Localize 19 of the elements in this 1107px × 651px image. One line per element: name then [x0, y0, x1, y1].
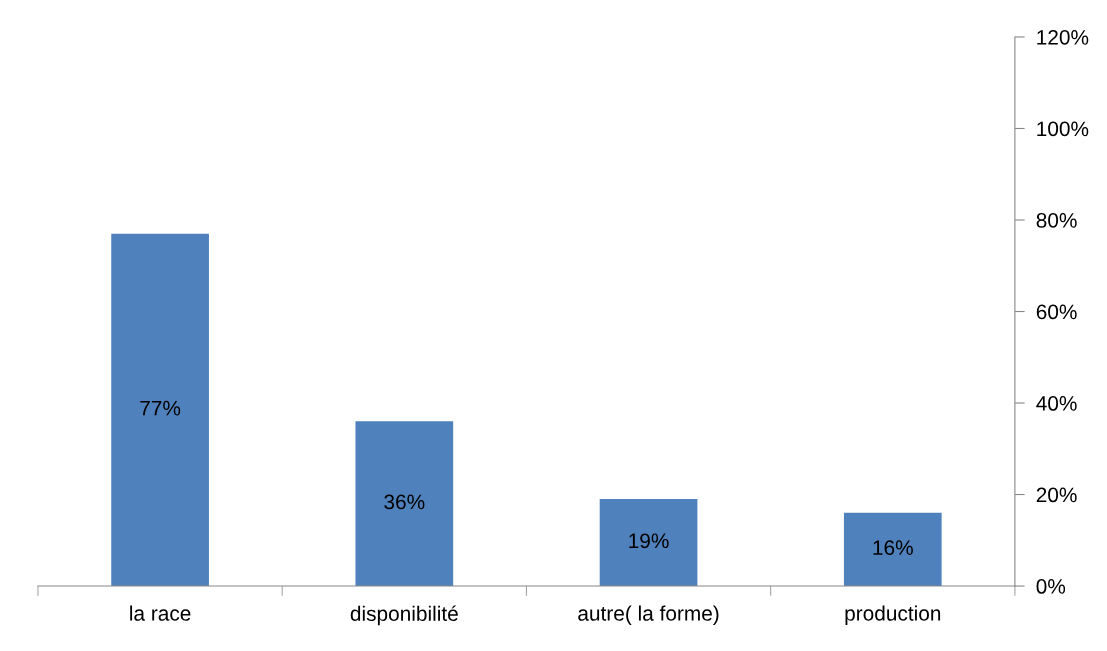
data-label: 19%	[629, 533, 669, 549]
x-tick-label: production	[845, 605, 941, 625]
y-tick-label: 80%	[1036, 213, 1077, 228]
y-tick-label: 120%	[1037, 29, 1089, 45]
bar	[843, 512, 942, 587]
bar	[111, 233, 209, 587]
y-tick-label: 100%	[1037, 121, 1089, 137]
y-tick-label: 20%	[1036, 487, 1077, 503]
y-tick-label: 60%	[1036, 304, 1077, 320]
y-tick-label: 40%	[1036, 396, 1077, 411]
data-label: 16%	[873, 540, 913, 556]
y-tick-label: 0%	[1036, 579, 1066, 594]
x-tick-label: disponibilité	[350, 605, 458, 626]
bar	[599, 499, 698, 587]
bar	[355, 421, 454, 587]
x-tick-label: la race	[130, 605, 191, 621]
data-label: 77%	[140, 400, 181, 416]
x-tick-label: autre( la forme)	[578, 605, 719, 625]
data-label: 36%	[384, 494, 425, 510]
